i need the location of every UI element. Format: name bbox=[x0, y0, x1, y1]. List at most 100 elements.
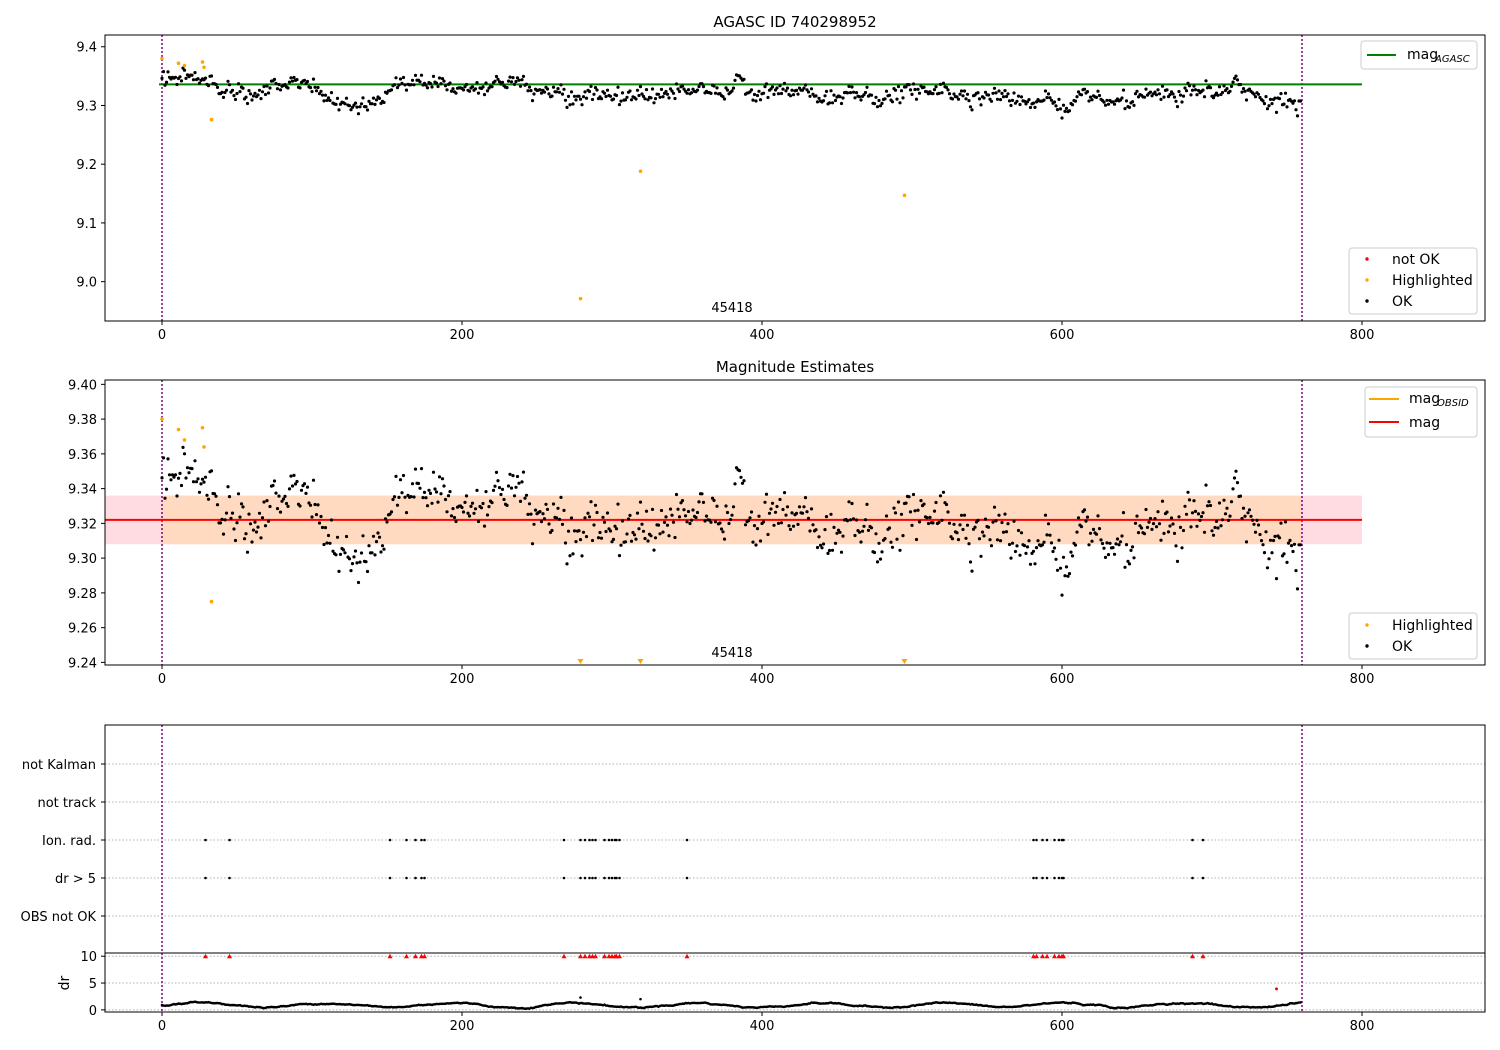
ok-point bbox=[977, 97, 982, 101]
ok-point bbox=[169, 478, 173, 482]
ok-point bbox=[1165, 510, 1169, 514]
ok-point bbox=[539, 91, 544, 95]
ok-point bbox=[742, 77, 746, 81]
ok-point bbox=[725, 88, 730, 92]
ok-point bbox=[1139, 526, 1144, 530]
ok-point bbox=[1292, 99, 1297, 103]
ok-point bbox=[1106, 102, 1111, 106]
ok-point bbox=[1085, 90, 1090, 94]
ok-point bbox=[1087, 543, 1091, 547]
ok-point bbox=[1016, 528, 1021, 533]
plot-area bbox=[105, 953, 1485, 1012]
ok-point bbox=[1046, 522, 1051, 526]
ok-point bbox=[259, 97, 263, 101]
ok-point bbox=[515, 76, 520, 80]
ok-point bbox=[950, 97, 955, 101]
ok-point bbox=[566, 94, 571, 98]
ok-point bbox=[323, 93, 328, 97]
not-ok-legend-marker bbox=[1365, 257, 1369, 261]
ok-point bbox=[731, 505, 736, 509]
ok-point bbox=[1244, 98, 1249, 102]
ok-point bbox=[295, 78, 299, 82]
ok-point bbox=[722, 537, 727, 541]
ok-point bbox=[859, 540, 863, 544]
ok-point bbox=[772, 92, 776, 96]
ok-point bbox=[220, 517, 224, 522]
ok-point bbox=[962, 89, 967, 93]
ok-point bbox=[1012, 519, 1016, 523]
dr-gt5-point bbox=[583, 876, 587, 880]
ok-point bbox=[529, 89, 533, 93]
ok-point bbox=[179, 79, 184, 83]
highlighted-point bbox=[209, 117, 214, 122]
ok-point bbox=[235, 91, 239, 96]
ok-point bbox=[413, 467, 418, 471]
ok-point bbox=[557, 517, 562, 521]
ok-point bbox=[506, 79, 511, 83]
ok-point bbox=[220, 90, 224, 94]
ok-point bbox=[743, 523, 748, 527]
ok-legend-marker-2 bbox=[1365, 644, 1369, 648]
ok-point bbox=[1282, 102, 1286, 106]
ok-point bbox=[1235, 78, 1240, 82]
ok-point bbox=[685, 520, 689, 524]
ok-point bbox=[400, 491, 404, 495]
ok-point bbox=[1220, 90, 1225, 95]
ok-point bbox=[1058, 566, 1063, 570]
ok-point bbox=[1136, 95, 1141, 99]
ok-point bbox=[970, 108, 974, 112]
ok-point bbox=[572, 94, 577, 98]
ok-point bbox=[335, 96, 340, 100]
ok-point bbox=[659, 87, 664, 91]
ok-point bbox=[413, 73, 418, 77]
ion-rad-point bbox=[1057, 838, 1061, 842]
ok-point bbox=[1279, 521, 1283, 525]
ok-point bbox=[554, 516, 559, 520]
ok-point bbox=[397, 83, 401, 87]
ok-point bbox=[1009, 556, 1013, 560]
ok-point bbox=[487, 505, 491, 509]
ok-point bbox=[721, 530, 725, 534]
ok-point bbox=[602, 520, 607, 524]
ok-point bbox=[1123, 107, 1127, 111]
ok-point bbox=[944, 85, 949, 89]
ok-point bbox=[311, 77, 316, 81]
ok-point bbox=[1273, 96, 1277, 100]
ok-point bbox=[1201, 88, 1205, 92]
ok-point bbox=[1295, 114, 1300, 118]
ok-point bbox=[508, 75, 512, 79]
ok-point bbox=[374, 540, 379, 544]
ok-point bbox=[181, 445, 185, 449]
ok-point bbox=[1025, 545, 1030, 549]
ok-point bbox=[652, 548, 656, 552]
ok-point bbox=[398, 478, 403, 482]
ok-point bbox=[754, 543, 758, 547]
ok-point bbox=[1214, 519, 1219, 524]
flag-category-label: OBS not OK bbox=[21, 910, 97, 925]
y-tick-label: 9.28 bbox=[68, 587, 97, 602]
ok-point bbox=[616, 502, 620, 506]
ok-point bbox=[937, 91, 941, 95]
ok-point bbox=[175, 494, 179, 498]
ok-point bbox=[629, 539, 634, 543]
ok-point bbox=[775, 504, 779, 509]
ok-point bbox=[1271, 538, 1276, 543]
ion-rad-point bbox=[588, 838, 591, 842]
ok-point bbox=[661, 530, 665, 534]
ok-point bbox=[1112, 102, 1117, 106]
ok-point bbox=[263, 92, 268, 97]
dr-gt5-point bbox=[685, 876, 689, 880]
dr-gt5-point bbox=[618, 876, 621, 880]
ion-rad-point bbox=[685, 838, 689, 842]
ok-point bbox=[1090, 98, 1094, 102]
ion-rad-point bbox=[583, 838, 587, 842]
ok-point bbox=[316, 503, 320, 507]
ok-point bbox=[1045, 533, 1049, 537]
ok-point bbox=[1154, 93, 1159, 97]
ok-point bbox=[1117, 543, 1121, 547]
ok-point bbox=[806, 90, 811, 94]
ok-point bbox=[1184, 512, 1189, 516]
ok-point bbox=[964, 536, 968, 540]
ok-point bbox=[304, 491, 308, 495]
y-tick-label: 9.1 bbox=[76, 217, 97, 232]
